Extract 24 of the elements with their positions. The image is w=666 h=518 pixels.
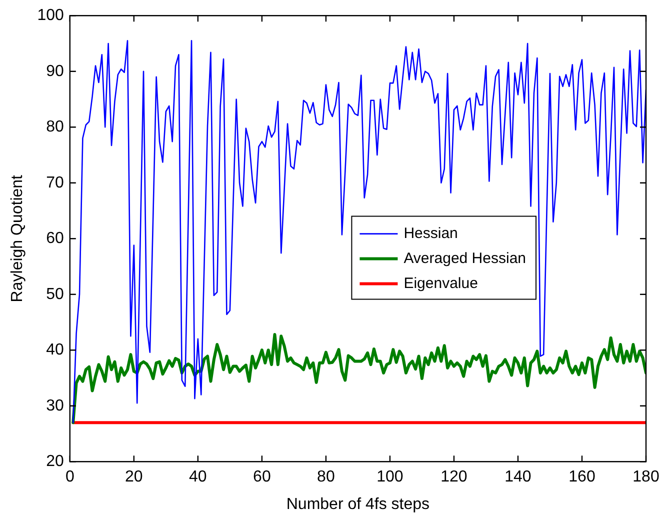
x-tick-label: 140 xyxy=(504,468,532,486)
y-tick-label: 40 xyxy=(46,342,64,359)
x-tick-label: 60 xyxy=(253,468,271,486)
x-tick-label: 0 xyxy=(65,468,74,486)
y-tick-label: 60 xyxy=(46,230,64,248)
x-tick-label: 160 xyxy=(568,468,596,486)
x-tick-label: 20 xyxy=(125,468,143,486)
x-tick-label: 100 xyxy=(376,468,404,486)
y-tick-label: 50 xyxy=(46,286,64,303)
x-axis-title: Number of 4fs steps xyxy=(286,496,430,513)
x-tick-label: 180 xyxy=(632,468,660,486)
legend-label: Eigenvalue xyxy=(404,274,478,292)
y-tick-label: 30 xyxy=(46,397,64,414)
x-tick-label: 80 xyxy=(317,468,335,486)
legend-label: Hessian xyxy=(404,224,458,242)
y-axis-title: Rayleigh Quotient xyxy=(9,174,26,302)
legend-label: Averaged Hessian xyxy=(404,250,526,267)
x-tick-label: 120 xyxy=(440,468,468,486)
y-tick-label: 100 xyxy=(37,7,64,24)
y-tick-label: 70 xyxy=(46,174,64,192)
y-tick-label: 90 xyxy=(46,62,64,80)
y-tick-label: 20 xyxy=(46,453,64,470)
y-tick-label: 80 xyxy=(46,118,64,136)
x-tick-label: 40 xyxy=(189,468,207,486)
